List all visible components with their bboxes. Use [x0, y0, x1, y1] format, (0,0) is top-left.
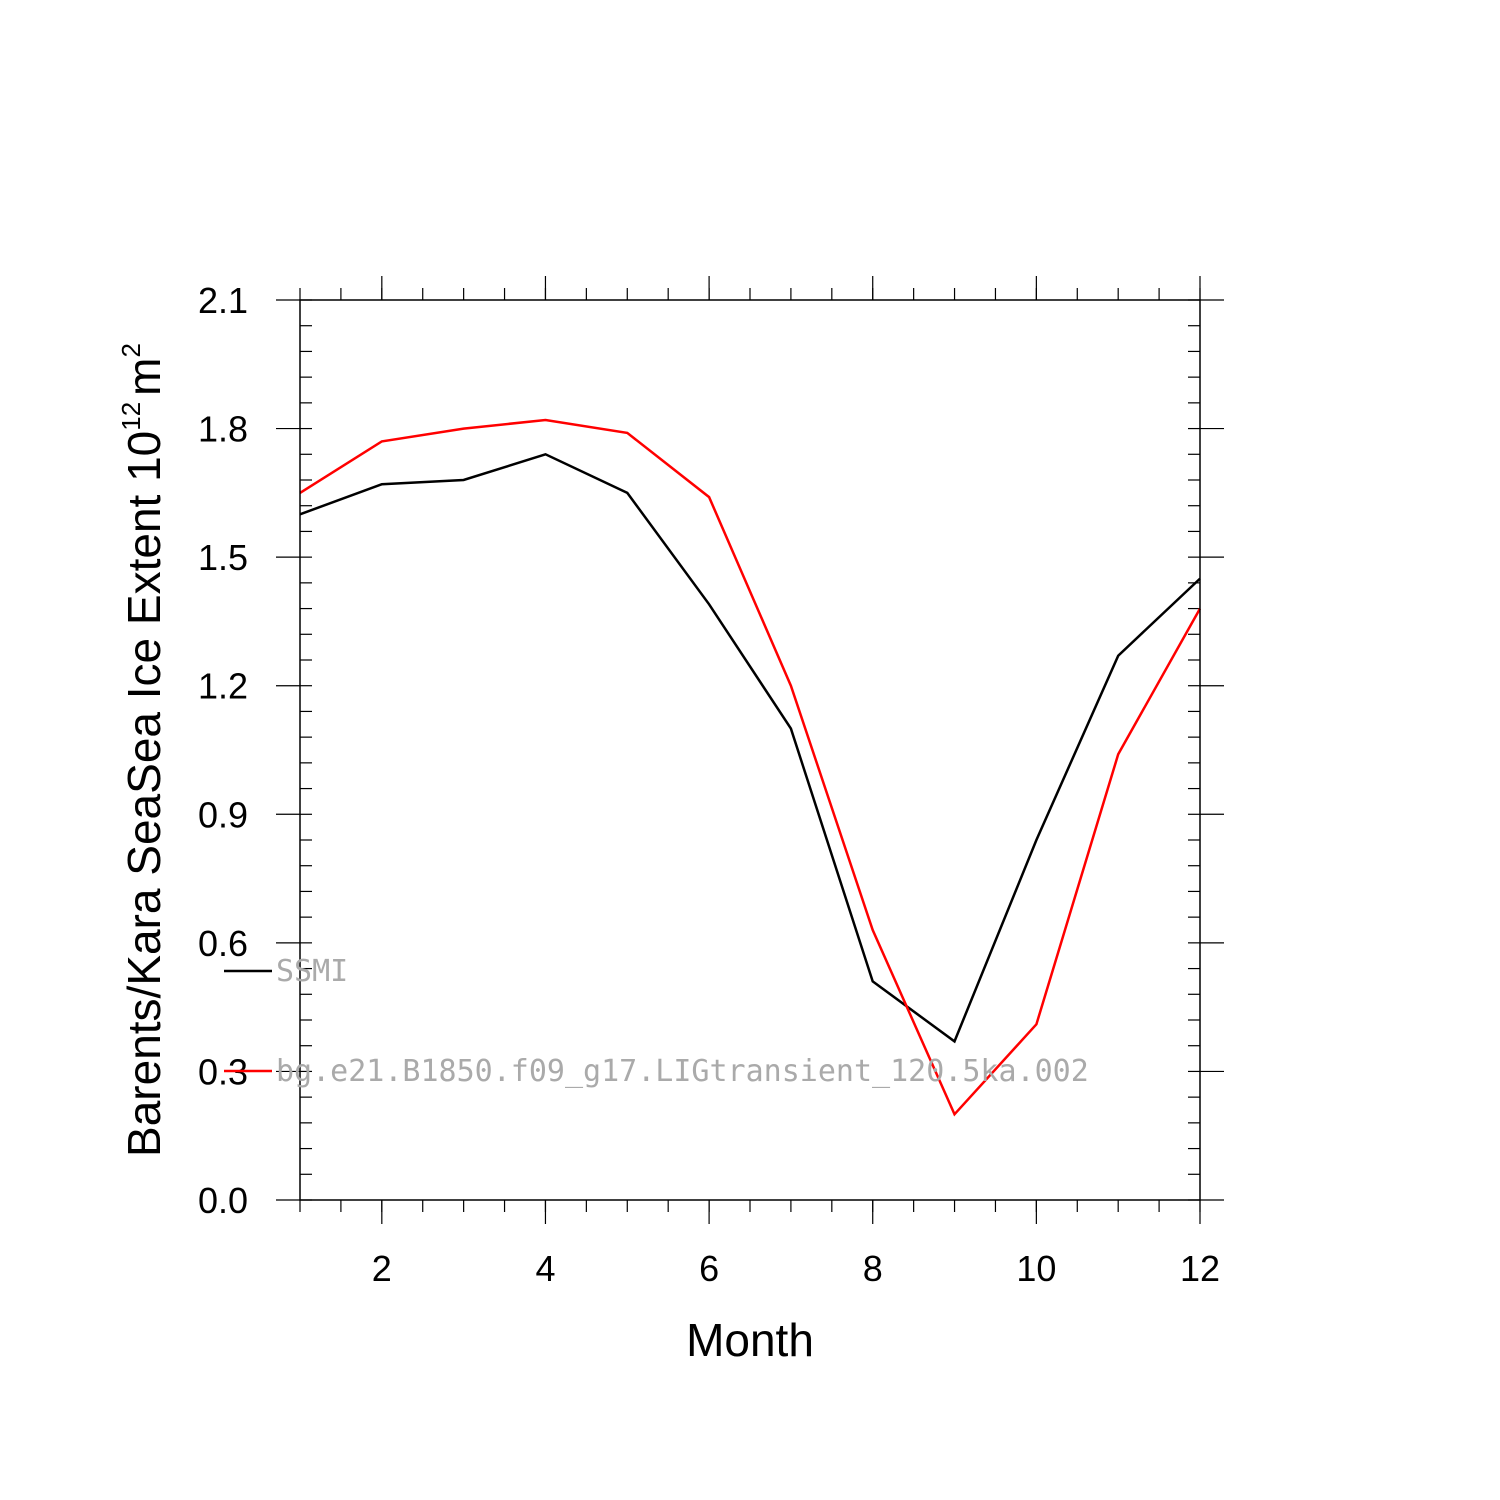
legend-label-lig: bg.e21.B1850.f09_g17.LIGtransient_120.5k… — [276, 1054, 1089, 1089]
plot-frame — [299, 299, 1201, 1201]
x-tick-label: 8 — [863, 1248, 883, 1289]
x-tick-label: 6 — [699, 1248, 719, 1289]
y-tick-label: 1.8 — [198, 409, 248, 450]
series-line-lig-transient — [299, 418, 1202, 1117]
tick-labels: 2 4 6 8 10 120.00.30.60.91.21.51.82.1 — [198, 280, 1220, 1289]
y-tick-label: 0.6 — [198, 923, 248, 964]
series-layer — [299, 418, 1202, 1117]
y-tick-label: 0.0 — [198, 1180, 248, 1221]
y-axis-title: Barents/Kara SeaSea Ice Extent 1012m2 — [116, 343, 170, 1157]
legend-label-ssmi: SSMI — [276, 954, 348, 989]
y-tick-label: 0.9 — [198, 794, 248, 835]
y-tick-label: 1.5 — [198, 537, 248, 578]
axis-ticks — [276, 276, 1224, 1224]
x-tick-label: 10 — [1016, 1248, 1056, 1289]
y-tick-label: 1.2 — [198, 666, 248, 707]
series-line-ssmi — [299, 452, 1201, 1044]
y-tick-label: 2.1 — [198, 280, 248, 321]
legend: SSMI bg.e21.B1850.f09_g17.LIGtransient_1… — [224, 954, 1089, 1089]
x-tick-label: 2 — [372, 1248, 392, 1289]
x-tick-label: 12 — [1180, 1248, 1220, 1289]
x-tick-label: 4 — [535, 1248, 555, 1289]
x-axis-title: Month — [686, 1314, 814, 1366]
